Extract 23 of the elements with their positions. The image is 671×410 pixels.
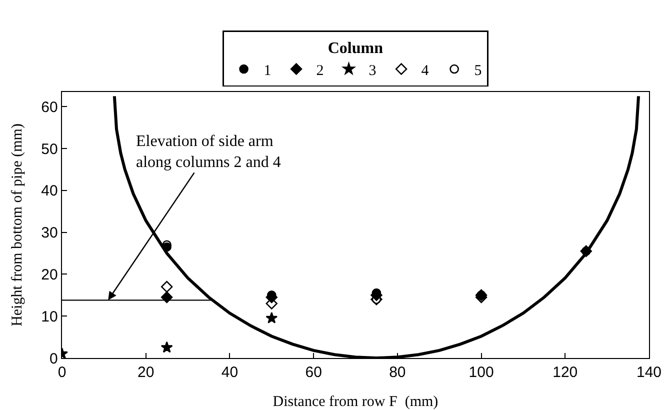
legend-label: 2 [316,62,324,79]
y-axis-title: Height from bottom of pipe (mm) [10,124,26,326]
annotation: Elevation of side arm along columns 2 and 4 [136,133,281,171]
y-tick-label: 40 [41,182,58,200]
x-tick-label: 100 [468,364,494,382]
legend-label: 4 [421,62,430,79]
y-tick-label: 10 [41,308,58,326]
x-tick-label: 20 [138,364,154,382]
x-tick-label: 80 [389,364,406,382]
x-tick-label: 60 [305,364,322,382]
x-tick-label: 40 [221,364,238,382]
legend-label: 5 [474,62,482,79]
y-tick-label: 0 [50,350,58,368]
legend-title: Column [328,40,384,57]
x-tick-label: 120 [552,364,578,382]
y-tick-label: 50 [41,140,58,158]
y-tick-label: 20 [41,266,58,284]
y-tick-label: 60 [41,98,58,116]
x-tick-label: 140 [636,364,662,382]
legend-label: 3 [368,62,376,79]
x-axis-title: Distance from row F (mm) [272,394,438,410]
legend-label: 1 [264,62,272,79]
y-tick-label: 30 [41,224,58,242]
